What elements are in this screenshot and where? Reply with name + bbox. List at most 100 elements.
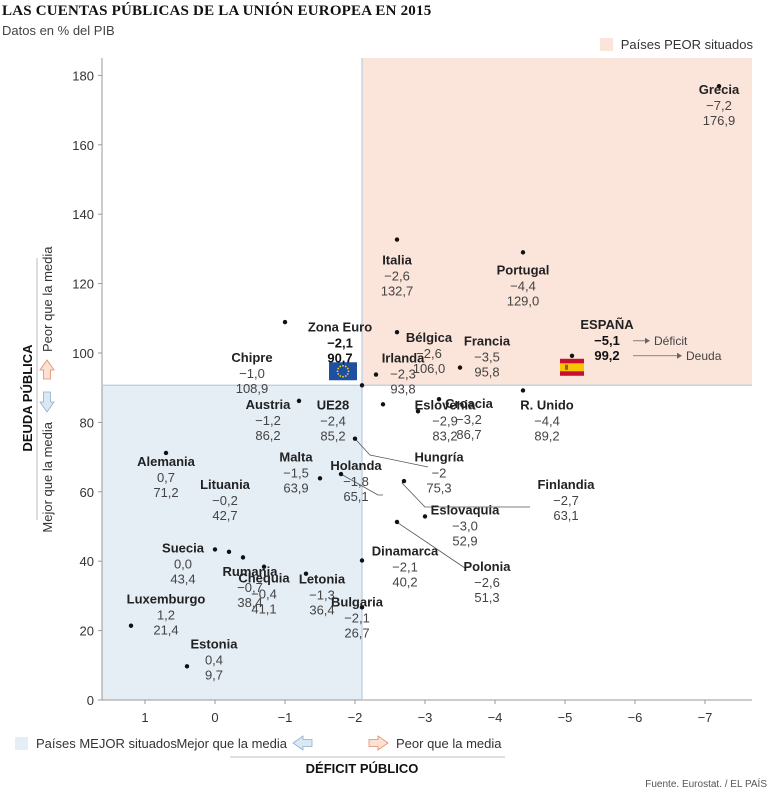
point-name: Grecia [699,82,740,97]
point-deficit-value: −4,4 [510,278,536,293]
y-tick-label: 60 [80,485,94,500]
point-deficit-value: −3,0 [452,518,478,533]
data-point [212,547,218,552]
point-debt-value: 85,2 [320,428,345,443]
debt-callout: Deuda [686,349,722,363]
y-arrow-down-icon [39,391,55,413]
point-name: Rumania [223,564,279,579]
point-debt-value: 41,1 [251,601,276,616]
eu-flag-star [344,375,347,377]
data-point [352,436,358,441]
x-hint-better: Mejor que la media [176,736,287,751]
point-name: Finlandia [537,477,595,492]
data-point [520,388,526,393]
data-point [401,478,407,484]
point-debt-value: 21,4 [153,623,178,638]
y-arrow-up-icon [39,359,55,380]
point-deficit-value: −0,2 [212,493,238,508]
y-tick-label: 180 [72,68,94,83]
point-debt-value: 108,9 [236,381,269,396]
point-deficit-value: −2,6 [416,346,442,361]
leader-line [354,438,429,468]
point-deficit-value: −2,3 [390,367,416,382]
point-name: Alemania [137,454,196,469]
point-debt-value: 86,7 [456,427,481,442]
point-deficit-value: −2,1 [392,560,418,575]
point-deficit-value: −3,2 [456,412,482,427]
point-deficit-value: 0,4 [205,652,223,667]
eu-flag-star [346,367,349,370]
point-deficit-value: −0,4 [251,586,277,601]
legend-worse: Países PEOR situados [599,37,753,52]
chart-subtitle: Datos en % del PIB [2,23,115,38]
eu-flag-star [342,364,344,367]
point-deficit-value: −2,9 [432,413,458,428]
eu-flag-icon [329,362,357,381]
eu-flag-star [337,367,340,370]
point-name: Bulgaria [331,594,384,609]
point-name: Austria [246,397,292,412]
data-point [184,664,190,669]
point-debt-value: 132,7 [381,284,414,299]
eu-flag-star [337,373,340,375]
data-point [317,476,323,481]
point-deficit-value: −3,5 [474,350,500,365]
y-tick-label: 80 [80,415,94,430]
point-deficit-value: 0,7 [157,470,175,485]
point-debt-value: 65,1 [343,489,368,504]
eu-flag-stars [336,364,350,378]
data-point [422,514,428,519]
point-debt-value: 176,9 [703,113,736,128]
legend-better-label: Países MEJOR situados [36,736,177,751]
y-tick-label: 140 [72,207,94,222]
point-name: Hungría [414,450,464,465]
data-point [380,402,386,407]
eu-flag-star [346,373,349,375]
point-debt-value: 83,2 [432,428,457,443]
point-name: Polonia [464,559,512,574]
point-debt-value: 86,2 [255,428,280,443]
data-point [338,471,344,477]
data-point [240,555,246,560]
point-deficit-value: −1,2 [255,413,281,428]
point-debt-value: 89,2 [534,428,559,443]
eu-flag-star [339,365,342,368]
data-point [415,409,421,414]
point-name: UE28 [317,397,350,412]
point-name: Francia [464,334,511,349]
y-hint-worse: Peor que la media [40,246,55,352]
chart-title: LAS CUENTAS PÚBLICAS DE LA UNIÓN EUROPEA… [2,3,432,19]
data-point [359,605,365,610]
data-point [373,372,379,377]
point-deficit-value: −1,5 [283,465,309,480]
point-name: Luxemburgo [127,592,206,607]
y-tick-label: 100 [72,346,94,361]
point-debt-value: 36,4 [309,603,334,618]
point-deficit-value: −2,1 [344,610,370,625]
x-tick-label: −1 [278,710,293,725]
point-name: Eslovaquia [431,502,500,517]
x-tick-label: 1 [141,710,148,725]
point-debt-value: 106,0 [413,361,446,376]
data-point [282,319,288,325]
x-tick-label: 0 [211,710,218,725]
y-tick-label: 40 [80,554,94,569]
point-debt-value: 63,1 [553,508,578,523]
eu-flag-star [342,375,344,378]
spain-flag-crest [565,364,568,370]
point-debt-value: 26,7 [344,625,369,640]
point-debt-value: 95,8 [474,365,499,380]
data-point [394,237,400,242]
point-name: Dinamarca [372,544,439,559]
y-tick-label: 120 [72,277,94,292]
point-deficit-value: −7,2 [706,98,732,113]
x-axis-title: DÉFICIT PÚBLICO [306,761,419,776]
debt-callout-arrow [677,352,682,359]
legend-worse-swatch [599,38,613,51]
y-tick-label: 0 [87,693,94,708]
point-name: Estonia [191,636,239,651]
point-deficit-value: −0,7 [237,580,263,595]
point-deficit-value: −2,4 [320,413,346,428]
point-debt-value: 63,9 [283,480,308,495]
worse-quadrant [362,58,752,386]
